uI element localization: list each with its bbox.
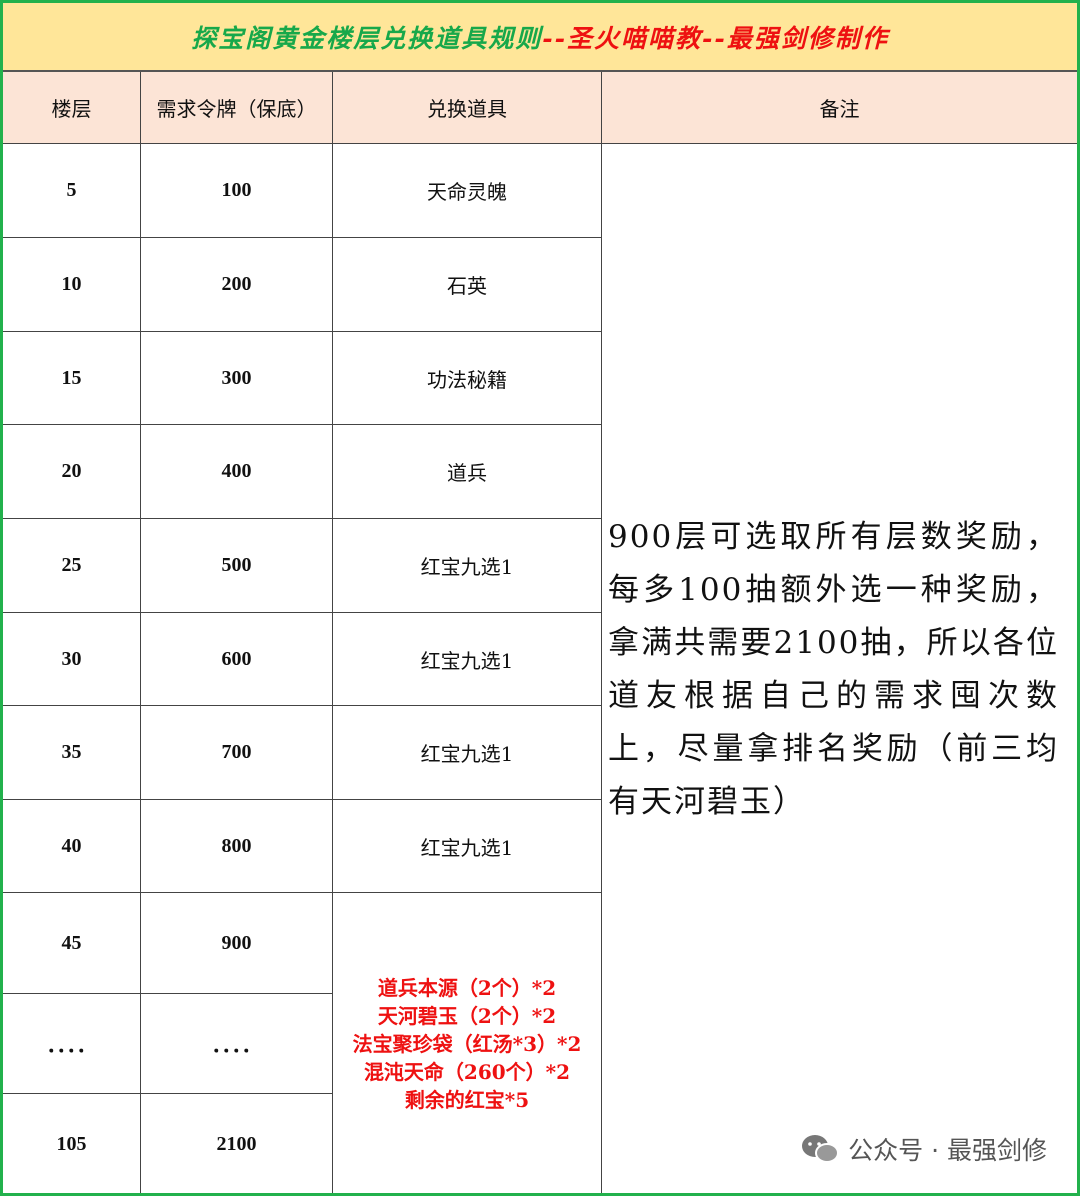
tokens-cell: 800 — [141, 800, 333, 893]
exchange-table: 楼层 需求令牌（保底） 兑换道具 备注 900层可选取所有层数奖励，每多100抽… — [3, 72, 1077, 1193]
item-cell: 道兵 — [333, 425, 602, 519]
note-cell: 900层可选取所有层数奖励，每多100抽额外选一种奖励，拿满共需要2100抽，所… — [608, 518, 1059, 820]
floor-cell: 30 — [3, 613, 141, 706]
tokens-cell: 500 — [141, 519, 333, 613]
floor-cell: 45 — [3, 893, 141, 994]
item-cell: 红宝九选1 — [333, 613, 602, 706]
item-cell: 天命灵魄 — [333, 144, 602, 238]
tokens-cell: 700 — [141, 706, 333, 800]
title-sub: --圣火喵喵教--最强剑修制作 — [542, 23, 889, 53]
tokens-cell: 2100 — [141, 1094, 333, 1193]
header-floor: 楼层 — [3, 72, 141, 144]
floor-cell: 35 — [3, 706, 141, 800]
table-title: 探宝阁黄金楼层兑换道具规则 --圣火喵喵教--最强剑修制作 — [3, 3, 1077, 72]
header-note: 备注 — [602, 72, 1077, 144]
tokens-cell: 300 — [141, 332, 333, 425]
item-cell: 功法秘籍 — [333, 332, 602, 425]
floor-cell: 40 — [3, 800, 141, 893]
final-item: 混沌天命（260个）*2 — [363, 1060, 571, 1084]
final-item: 法宝聚珍袋（红汤*3）*2 — [352, 1032, 582, 1056]
final-items-cell: 道兵本源（2个）*2 天河碧玉（2个）*2 法宝聚珍袋（红汤*3）*2 混沌天命… — [333, 893, 602, 1193]
final-item: 剩余的红宝*5 — [404, 1088, 530, 1112]
tokens-cell: 600 — [141, 613, 333, 706]
header-tokens: 需求令牌（保底） — [141, 72, 333, 144]
item-cell: 红宝九选1 — [333, 706, 602, 800]
item-cell: 红宝九选1 — [333, 800, 602, 893]
tokens-cell: 200 — [141, 238, 333, 332]
watermark-text: 公众号 · 最强剑修 — [848, 1136, 1047, 1165]
floor-cell: 25 — [3, 519, 141, 613]
tokens-cell: ．．．． — [141, 994, 333, 1094]
item-cell: 红宝九选1 — [333, 519, 602, 613]
title-main: 探宝阁黄金楼层兑换道具规则 — [191, 23, 543, 53]
watermark: 公众号 · 最强剑修 — [800, 1131, 1047, 1167]
final-item: 天河碧玉（2个）*2 — [377, 1004, 557, 1028]
floor-cell: 20 — [3, 425, 141, 519]
wechat-icon — [802, 1135, 840, 1163]
floor-cell: 5 — [3, 144, 141, 238]
final-item: 道兵本源（2个）*2 — [377, 976, 557, 1000]
floor-cell: 105 — [3, 1094, 141, 1193]
tokens-cell: 100 — [141, 144, 333, 238]
tokens-cell: 400 — [141, 425, 333, 519]
header-item: 兑换道具 — [333, 72, 602, 144]
floor-cell: ．．．． — [3, 994, 141, 1094]
floor-cell: 10 — [3, 238, 141, 332]
item-cell: 石英 — [333, 238, 602, 332]
tokens-cell: 900 — [141, 893, 333, 994]
floor-cell: 15 — [3, 332, 141, 425]
